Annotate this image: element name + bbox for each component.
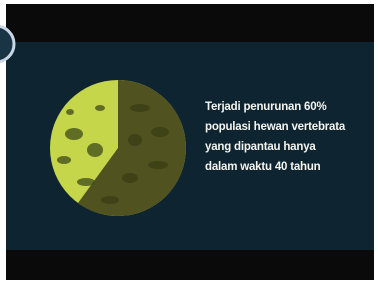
caption-line: yang dipantau hanya [205,141,316,153]
video-frame: Terjadi penurunan 60% populasi hewan ver… [0,0,378,282]
page: Terjadi penurunan 60% populasi hewan ver… [0,0,378,282]
caption-line: dalam waktu 40 tahun [205,161,321,173]
pie-illustration [50,80,186,216]
caption-line: Terjadi penurunan 60% [205,101,326,113]
caption-line: populasi hewan vertebrata [205,121,346,133]
